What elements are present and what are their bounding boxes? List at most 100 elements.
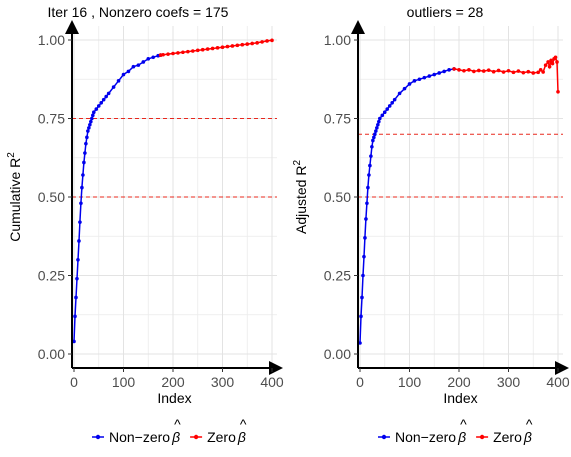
y-tick-label: 0.00	[324, 346, 351, 362]
data-point	[88, 122, 92, 127]
data-point	[486, 68, 491, 72]
data-point	[538, 68, 543, 72]
data-point	[106, 91, 111, 96]
data-point	[191, 49, 195, 53]
data-point	[506, 68, 511, 73]
x-axis-label: Index	[157, 390, 191, 406]
x-axis-label: Index	[443, 390, 477, 406]
x-tick-label: 100	[398, 374, 422, 390]
data-point	[94, 107, 99, 111]
data-point	[75, 276, 79, 281]
data-point	[368, 163, 372, 168]
data-point	[86, 129, 90, 133]
x-tick-label: 300	[497, 374, 521, 390]
data-point	[371, 138, 375, 143]
data-point	[360, 295, 364, 300]
data-point	[364, 217, 368, 221]
y-axis-arrow	[351, 20, 365, 34]
legend-hat-symbol: ^	[526, 416, 533, 432]
data-point	[541, 70, 545, 74]
panel-2: 0 100 200 300 400 0.00 0.25 0.50 0.75 1.00 outlier…	[292, 4, 570, 445]
legend-hat-symbol: ^	[174, 416, 181, 432]
data-point	[220, 45, 225, 50]
legend-beta-symbol: β	[523, 429, 532, 445]
data-point	[366, 185, 370, 190]
data-point	[260, 40, 264, 44]
data-point	[516, 69, 521, 73]
data-point	[255, 41, 259, 45]
data-point	[245, 42, 250, 46]
series-line-zero	[453, 55, 559, 92]
data-point	[417, 77, 422, 82]
data-point	[472, 69, 476, 74]
data-point	[141, 60, 146, 64]
data-point	[481, 69, 486, 73]
data-point	[92, 110, 96, 115]
data-point	[362, 254, 366, 259]
legend-key-point	[381, 434, 387, 440]
data-point	[126, 69, 131, 74]
legend-beta-symbol: β	[171, 429, 180, 445]
data-point	[546, 60, 550, 64]
chart-title: Iter 16 , Nonzero coefs = 175	[48, 4, 229, 20]
data-point	[477, 68, 481, 73]
data-point	[265, 39, 269, 43]
data-point	[407, 82, 412, 86]
data-point	[365, 201, 369, 206]
data-point	[79, 201, 83, 206]
data-point	[111, 85, 116, 89]
data-point	[367, 173, 371, 177]
data-point	[81, 173, 85, 177]
data-point	[270, 38, 274, 43]
data-point	[361, 273, 365, 278]
data-point	[225, 44, 230, 49]
data-point	[385, 107, 390, 111]
data-point	[101, 97, 106, 102]
legend-item-label: Zero	[207, 429, 236, 445]
data-point	[402, 86, 407, 91]
data-point	[556, 90, 560, 94]
data-point	[176, 51, 180, 55]
data-point	[131, 64, 136, 69]
y-tick-label: 0.25	[324, 268, 351, 284]
data-point	[412, 79, 417, 83]
data-point	[376, 122, 380, 127]
data-point	[375, 126, 379, 130]
data-point	[491, 69, 496, 74]
data-point	[171, 51, 175, 56]
data-point	[83, 151, 87, 155]
x-tick-label: 0	[356, 374, 364, 390]
data-point	[543, 63, 548, 67]
legend: Non−zero β^Zero β^	[92, 416, 247, 445]
data-point	[235, 43, 240, 48]
data-point	[536, 70, 540, 75]
data-point	[372, 135, 376, 140]
data-point	[200, 47, 205, 52]
data-point	[76, 258, 80, 262]
data-point	[526, 69, 531, 74]
data-point	[374, 129, 378, 133]
data-point	[87, 126, 91, 130]
data-point	[82, 160, 86, 165]
data-point	[210, 46, 215, 51]
data-point	[99, 101, 104, 105]
legend-item-label: Non−zero	[395, 429, 456, 445]
x-tick-label: 400	[546, 374, 570, 390]
data-point	[447, 68, 451, 72]
data-point	[521, 70, 526, 75]
data-point	[549, 58, 553, 63]
chart-title: outliers = 28	[407, 4, 484, 20]
data-point	[116, 79, 121, 83]
data-point	[427, 74, 432, 78]
data-point	[377, 119, 381, 124]
series-line-nonzero	[73, 54, 161, 342]
legend-hat-symbol: ^	[460, 416, 467, 432]
data-point	[121, 72, 126, 77]
data-point	[91, 113, 95, 118]
data-point	[452, 67, 456, 71]
legend-key-point	[193, 434, 199, 440]
data-point	[166, 52, 170, 56]
data-point	[136, 63, 141, 67]
data-point	[555, 60, 559, 64]
data-point	[77, 239, 81, 243]
